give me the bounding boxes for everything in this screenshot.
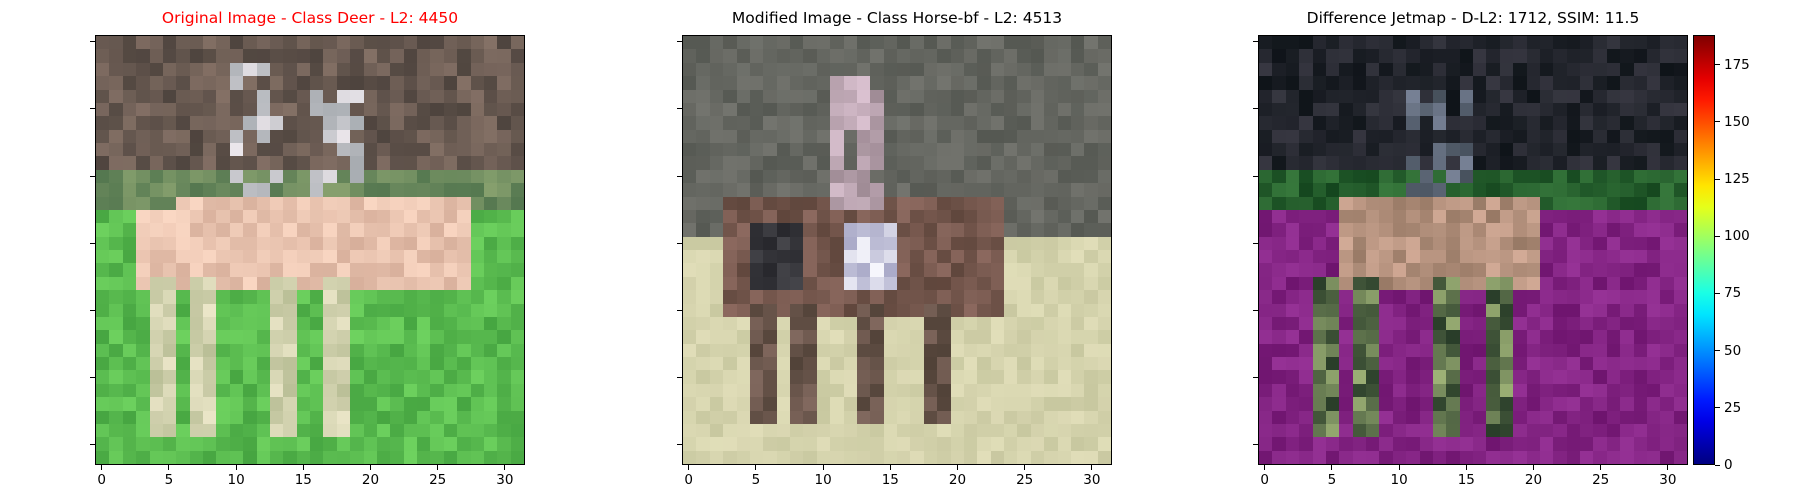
colorbar-tick-label: 50 xyxy=(1724,342,1742,359)
colorbar-tick-label: 175 xyxy=(1724,56,1750,73)
x-tick-mark xyxy=(1600,465,1602,470)
panel-title-difference: Difference Jetmap - D-L2: 1712, SSIM: 11… xyxy=(1306,9,1640,27)
x-tick-mark xyxy=(101,465,103,470)
x-tick-mark xyxy=(235,465,237,470)
y-tick-mark xyxy=(677,309,682,311)
x-tick-label: 10 xyxy=(227,472,245,488)
x-tick-mark xyxy=(168,465,170,470)
x-tick-label: 15 xyxy=(881,472,899,488)
y-tick-mark xyxy=(1253,108,1258,110)
x-tick-label: 30 xyxy=(1083,472,1101,488)
x-tick-label: 20 xyxy=(361,472,380,488)
x-tick-mark xyxy=(1331,465,1333,470)
colorbar-tick-mark xyxy=(1715,350,1720,352)
pixel-grid-original xyxy=(96,36,524,464)
x-tick-mark xyxy=(504,465,506,470)
colorbar-tick-mark xyxy=(1715,292,1720,294)
y-tick-mark xyxy=(1253,309,1258,311)
colorbar-tick-mark xyxy=(1715,464,1720,466)
y-tick-mark xyxy=(90,377,95,379)
x-tick-mark xyxy=(688,465,690,470)
x-tick-label: 25 xyxy=(1592,472,1610,488)
colorbar-tick-label: 125 xyxy=(1724,171,1750,188)
y-tick-mark xyxy=(677,108,682,110)
x-tick-mark xyxy=(889,465,891,470)
x-tick-label: 25 xyxy=(1016,472,1034,488)
x-tick-mark xyxy=(1667,465,1669,470)
image-axes-original xyxy=(95,35,525,465)
x-tick-label: 0 xyxy=(1260,472,1270,488)
y-tick-mark xyxy=(677,175,682,177)
y-tick-mark xyxy=(677,444,682,446)
colorbar xyxy=(1693,35,1715,465)
y-tick-mark xyxy=(90,41,95,43)
colorbar-tick-mark xyxy=(1715,235,1720,237)
y-tick-mark xyxy=(1253,242,1258,244)
panel-title-original: Original Image - Class Deer - L2: 4450 xyxy=(161,9,459,27)
x-tick-label: 20 xyxy=(948,472,967,488)
image-axes-difference xyxy=(1258,35,1688,465)
x-tick-label: 0 xyxy=(97,472,107,488)
x-tick-label: 10 xyxy=(1390,472,1408,488)
y-tick-mark xyxy=(677,242,682,244)
x-tick-label: 0 xyxy=(684,472,694,488)
colorbar-tick-label: 75 xyxy=(1724,285,1742,302)
x-tick-mark xyxy=(755,465,757,470)
y-tick-mark xyxy=(90,309,95,311)
x-tick-mark xyxy=(1264,465,1266,470)
x-tick-mark xyxy=(956,465,958,470)
x-tick-mark xyxy=(1532,465,1534,470)
y-tick-mark xyxy=(90,175,95,177)
y-tick-mark xyxy=(90,444,95,446)
y-tick-mark xyxy=(1253,41,1258,43)
y-tick-mark xyxy=(677,377,682,379)
x-tick-label: 25 xyxy=(429,472,447,488)
x-tick-label: 20 xyxy=(1524,472,1543,488)
colorbar-tick-mark xyxy=(1715,64,1720,66)
y-tick-mark xyxy=(90,108,95,110)
colorbar-tick-mark xyxy=(1715,121,1720,123)
x-tick-mark xyxy=(1398,465,1400,470)
x-tick-label: 10 xyxy=(814,472,832,488)
y-tick-mark xyxy=(90,242,95,244)
colorbar-tick-mark xyxy=(1715,178,1720,180)
colorbar-tick-mark xyxy=(1715,407,1720,409)
x-tick-mark xyxy=(369,465,371,470)
x-tick-mark xyxy=(822,465,824,470)
y-tick-mark xyxy=(1253,175,1258,177)
x-tick-label: 30 xyxy=(1659,472,1677,488)
y-tick-mark xyxy=(677,41,682,43)
y-tick-mark xyxy=(1253,444,1258,446)
x-tick-label: 5 xyxy=(164,472,174,488)
panel-title-modified: Modified Image - Class Horse-bf - L2: 45… xyxy=(731,9,1063,27)
image-axes-modified xyxy=(682,35,1112,465)
x-tick-label: 5 xyxy=(1327,472,1337,488)
x-tick-mark xyxy=(1024,465,1026,470)
x-tick-label: 5 xyxy=(751,472,761,488)
pixel-grid-difference xyxy=(1259,36,1687,464)
x-tick-label: 15 xyxy=(1457,472,1475,488)
colorbar-tick-label: 0 xyxy=(1724,457,1733,473)
y-tick-mark xyxy=(1253,377,1258,379)
pixel-grid-modified xyxy=(683,36,1111,464)
x-tick-label: 15 xyxy=(294,472,312,488)
x-tick-mark xyxy=(1091,465,1093,470)
colorbar-tick-label: 100 xyxy=(1724,228,1750,245)
colorbar-tick-label: 25 xyxy=(1724,399,1742,416)
colorbar-tick-label: 150 xyxy=(1724,113,1750,130)
x-tick-mark xyxy=(302,465,304,470)
x-tick-mark xyxy=(437,465,439,470)
x-tick-mark xyxy=(1465,465,1467,470)
x-tick-label: 30 xyxy=(496,472,514,488)
